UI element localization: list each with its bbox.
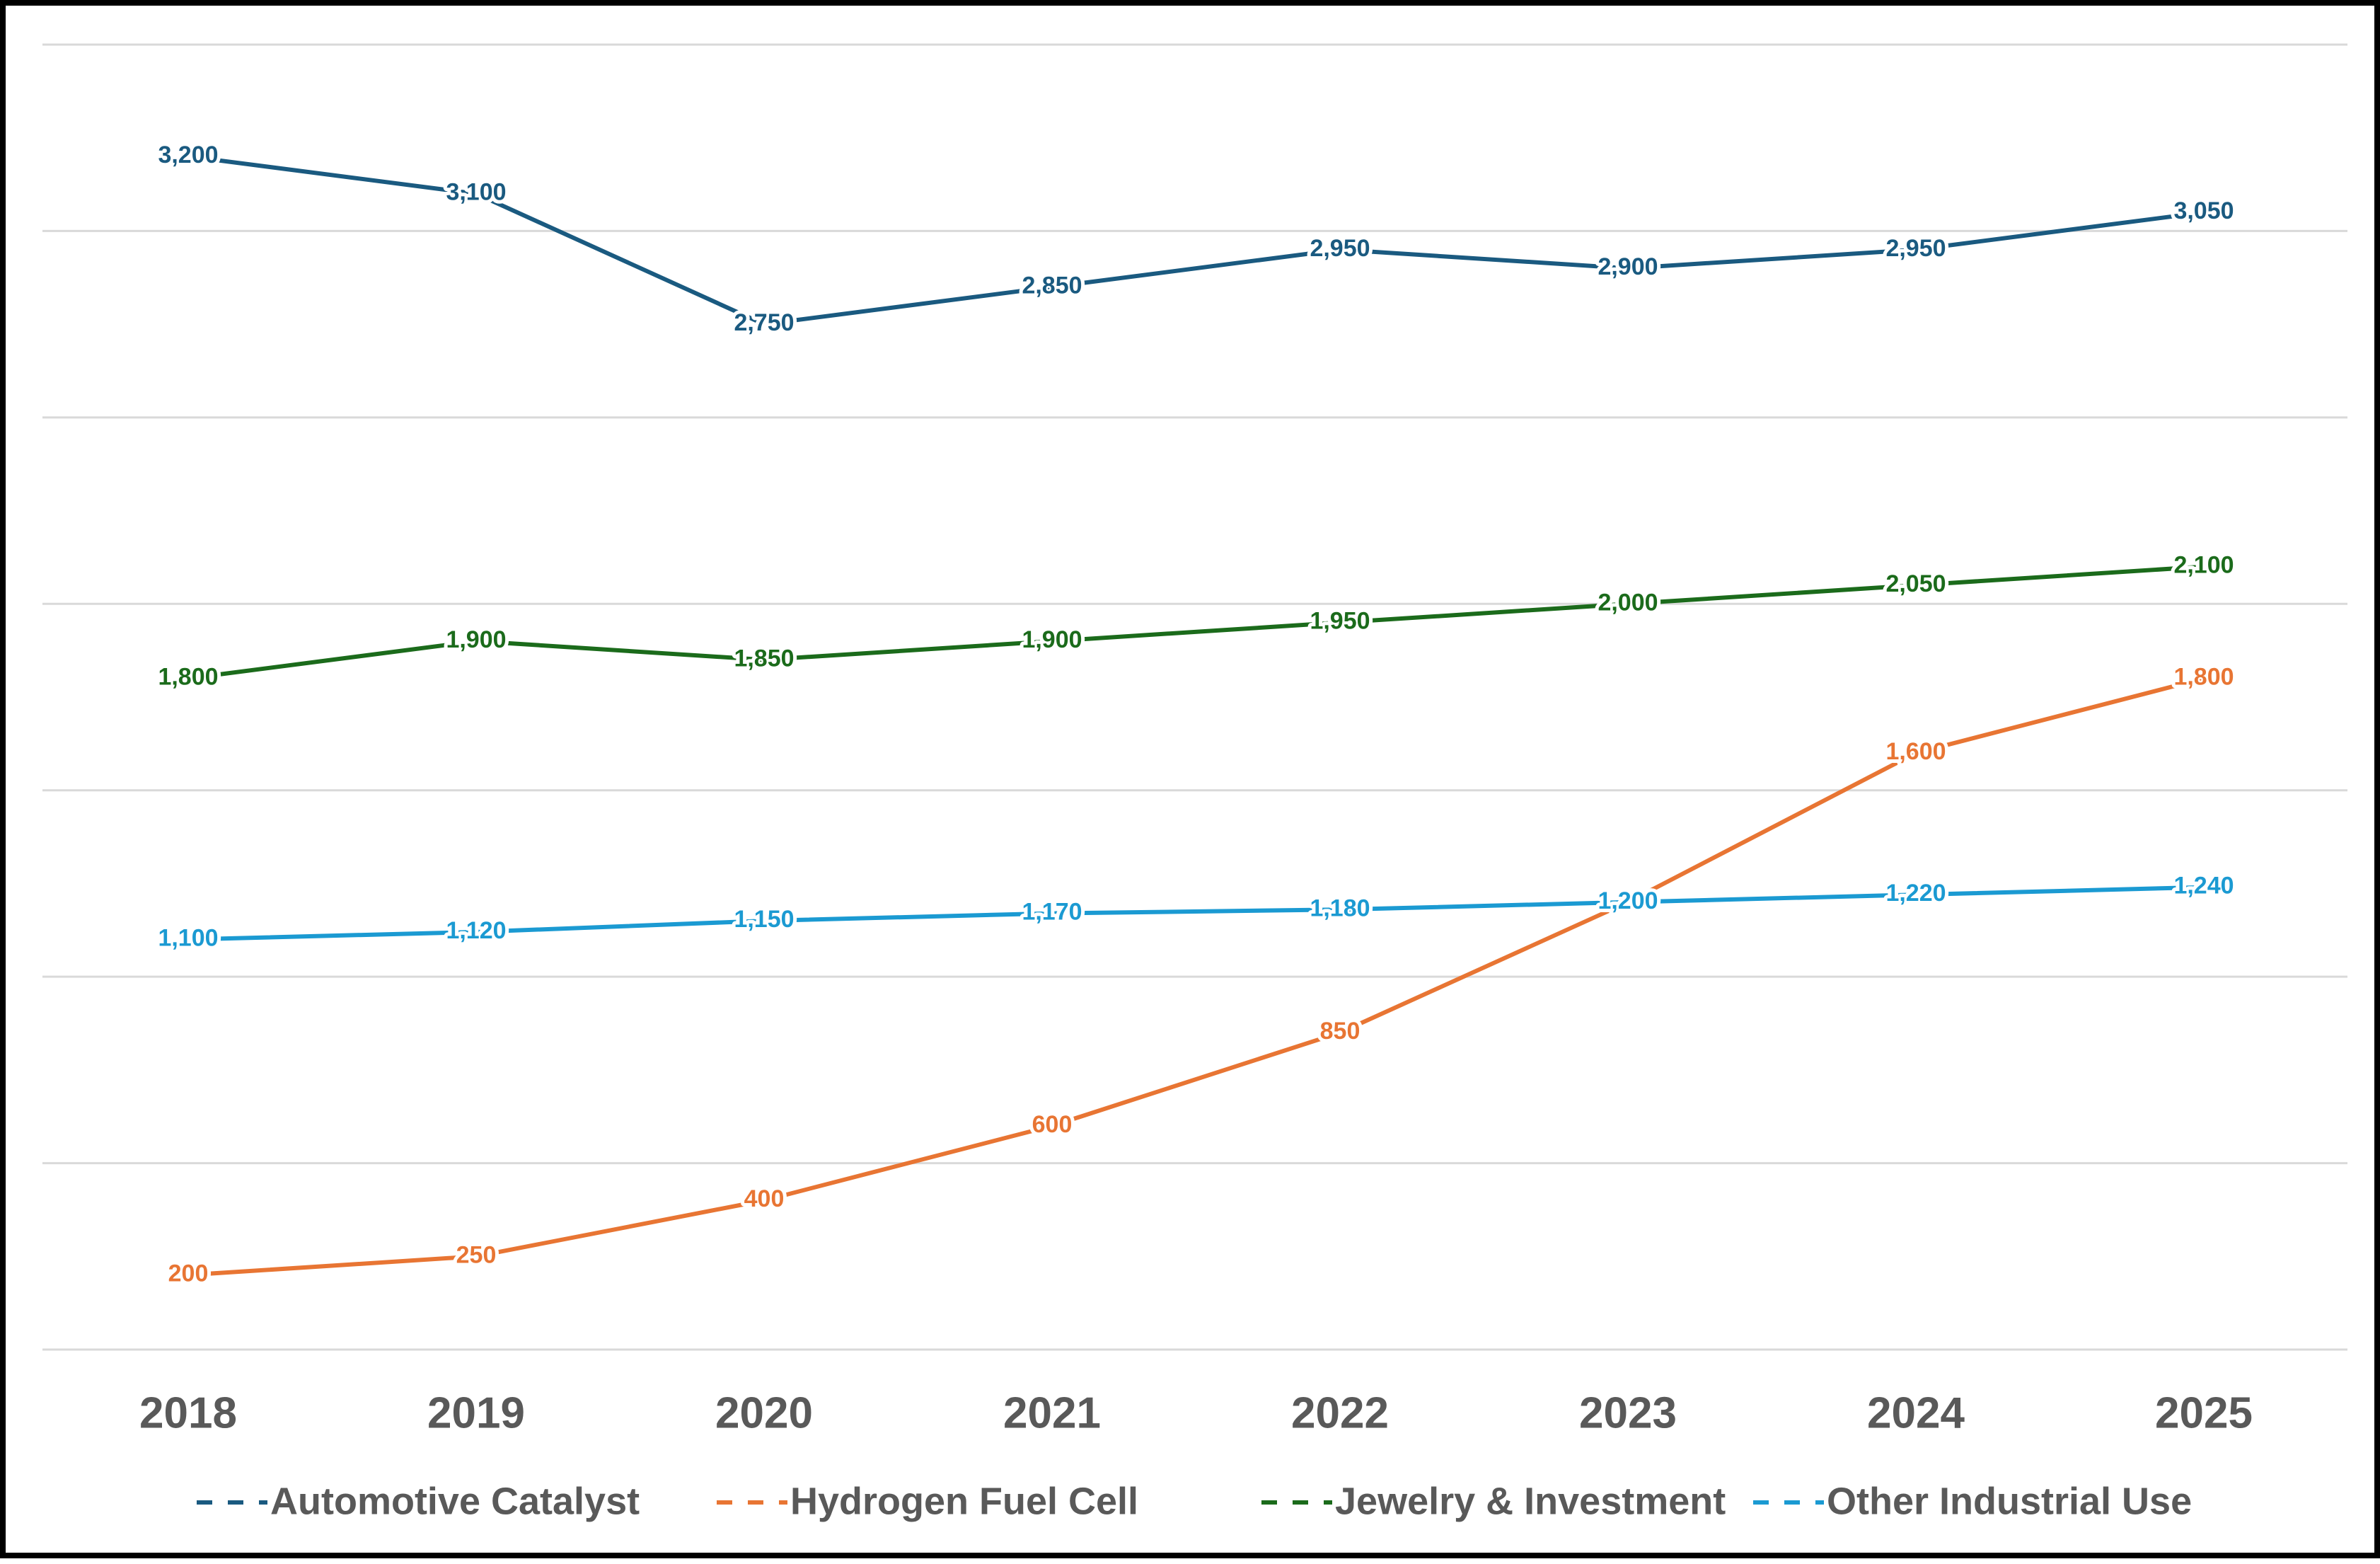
data-label-automotive-catalyst-2022: 2,950: [1310, 235, 1370, 262]
x-tick-label-2019: 2019: [427, 1388, 525, 1437]
data-label-hydrogen-fuel-cell-2025: 1,800: [2173, 664, 2234, 691]
x-tick-label-2024: 2024: [1867, 1388, 1965, 1437]
series-line-hydrogen-fuel-cell: [186, 676, 2206, 1277]
x-tick-label-2025: 2025: [2155, 1388, 2253, 1437]
series-line-automotive-catalyst: [186, 154, 2206, 327]
data-label-jewelry-investment-2021: 1,900: [1022, 626, 1082, 653]
data-label-automotive-catalyst-2021: 2,850: [1022, 272, 1082, 299]
data-label-hydrogen-fuel-cell-2023: 1,200: [1598, 887, 1658, 914]
data-label-other-industrial-use-2023: 1,200: [1598, 887, 1658, 914]
legend-label-hydrogen-fuel-cell: Hydrogen Fuel Cell: [790, 1480, 1138, 1522]
x-tick-label-2021: 2021: [1003, 1388, 1101, 1437]
data-label-jewelry-investment-2025: 2,100: [2173, 552, 2234, 579]
series-line-other-industrial-use: [186, 885, 2206, 942]
gridlines: [42, 43, 2347, 1351]
data-label-hydrogen-fuel-cell-2020: 400: [744, 1185, 785, 1212]
data-labels: 3,200 3,100 2,750 2,850 2,950 2,900 2,950 3,050…: [154, 138, 2237, 1291]
x-tick-label-2022: 2022: [1291, 1388, 1389, 1437]
data-label-hydrogen-fuel-cell-2018: 200: [168, 1260, 209, 1287]
data-label-automotive-catalyst-2025: 3,050: [2173, 197, 2234, 224]
data-label-automotive-catalyst-2023: 2,900: [1598, 253, 1658, 280]
data-label-jewelry-investment-2023: 2,000: [1598, 589, 1658, 616]
data-label-other-industrial-use-2024: 1,220: [1885, 880, 1946, 907]
x-tick-label-2020: 2020: [715, 1388, 813, 1437]
data-label-hydrogen-fuel-cell-2019: 250: [456, 1241, 497, 1268]
legend-label-jewelry-investment: Jewelry & Investment: [1335, 1480, 1726, 1522]
legend-label-other-industrial-use: Other Industrial Use: [1827, 1480, 2192, 1522]
series-lines: [186, 154, 2206, 1277]
data-label-other-industrial-use-2020: 1,150: [734, 906, 794, 933]
legend: Automotive Catalyst Hydrogen Fuel Cell Jew…: [197, 1480, 2192, 1522]
x-tick-label-2023: 2023: [1579, 1388, 1677, 1437]
data-label-automotive-catalyst-2019: 3,100: [446, 179, 506, 206]
data-label-jewelry-investment-2020: 1,850: [734, 645, 794, 672]
data-label-other-industrial-use-2021: 1,170: [1022, 899, 1082, 926]
x-tick-label-2018: 2018: [139, 1388, 237, 1437]
data-label-automotive-catalyst-2024: 2,950: [1885, 235, 1946, 262]
legend-label-automotive-catalyst: Automotive Catalyst: [270, 1480, 640, 1522]
data-label-other-industrial-use-2018: 1,100: [158, 924, 218, 951]
line-chart: 3,200 3,100 2,750 2,850 2,950 2,900 2,950 3,050…: [42, 43, 2347, 1522]
data-label-automotive-catalyst-2020: 2,750: [734, 309, 794, 336]
data-label-other-industrial-use-2025: 1,240: [2173, 873, 2234, 899]
data-label-hydrogen-fuel-cell-2024: 1,600: [1885, 738, 1946, 765]
data-label-jewelry-investment-2022: 1,950: [1310, 608, 1370, 635]
data-label-other-industrial-use-2019: 1,120: [446, 917, 506, 944]
data-label-jewelry-investment-2019: 1,900: [446, 626, 506, 653]
data-label-jewelry-investment-2018: 1,800: [158, 664, 218, 691]
data-label-hydrogen-fuel-cell-2021: 600: [1032, 1111, 1073, 1138]
data-label-hydrogen-fuel-cell-2022: 850: [1320, 1018, 1361, 1045]
x-axis-tick-labels: 2018 2019 2020 2021 2022 2023 2024 2025: [139, 1388, 2253, 1437]
data-label-automotive-catalyst-2018: 3,200: [158, 142, 218, 168]
data-label-jewelry-investment-2024: 2,050: [1885, 570, 1946, 597]
data-label-other-industrial-use-2022: 1,180: [1310, 895, 1370, 921]
series-line-jewelry-investment: [186, 564, 2206, 681]
